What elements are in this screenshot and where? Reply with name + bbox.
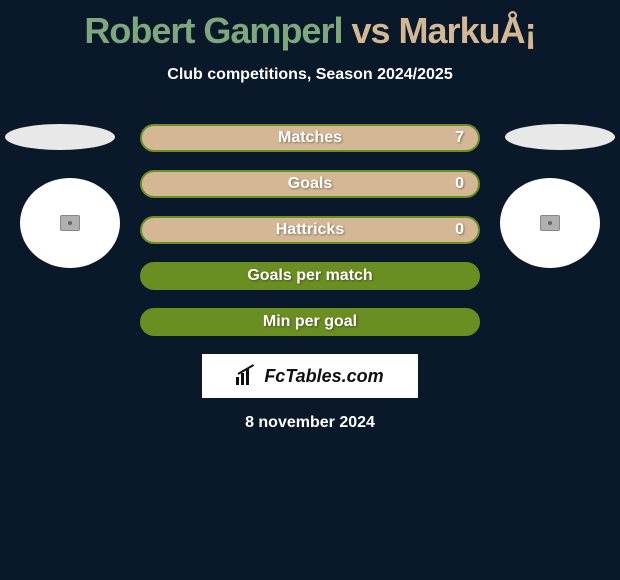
- avatar-placeholder-icon: [540, 215, 560, 231]
- avatar-shadow-left: [5, 124, 115, 150]
- stat-label: Goals per match: [247, 267, 372, 285]
- avatar-shadow-right: [505, 124, 615, 150]
- subtitle: Club competitions, Season 2024/2025: [0, 66, 620, 84]
- avatar-placeholder-icon: [60, 215, 80, 231]
- title-vs: vs: [351, 10, 389, 51]
- stat-row-matches: Matches 7: [140, 124, 480, 152]
- chart-icon: [236, 367, 260, 385]
- stat-label: Goals: [288, 175, 332, 193]
- title-player2: MarkuÅ¡: [399, 10, 536, 51]
- logo-box: FcTables.com: [202, 354, 418, 398]
- avatar-right: [500, 178, 600, 268]
- date-text: 8 november 2024: [0, 414, 620, 432]
- stats-container: Matches 7 Goals 0 Hattricks 0 Goals per …: [140, 124, 480, 336]
- stat-label: Matches: [278, 129, 342, 147]
- stat-row-min-per-goal: Min per goal: [140, 308, 480, 336]
- logo-text: FcTables.com: [264, 366, 383, 387]
- stat-label: Hattricks: [276, 221, 344, 239]
- stat-value: 7: [455, 129, 464, 147]
- stat-row-hattricks: Hattricks 0: [140, 216, 480, 244]
- stat-row-goals-per-match: Goals per match: [140, 262, 480, 290]
- stat-value: 0: [455, 175, 464, 193]
- stat-label: Min per goal: [263, 313, 357, 331]
- page-title: Robert Gamperl vs MarkuÅ¡: [0, 0, 620, 52]
- stat-value: 0: [455, 221, 464, 239]
- avatar-left: [20, 178, 120, 268]
- title-player1: Robert Gamperl: [84, 10, 342, 51]
- stat-row-goals: Goals 0: [140, 170, 480, 198]
